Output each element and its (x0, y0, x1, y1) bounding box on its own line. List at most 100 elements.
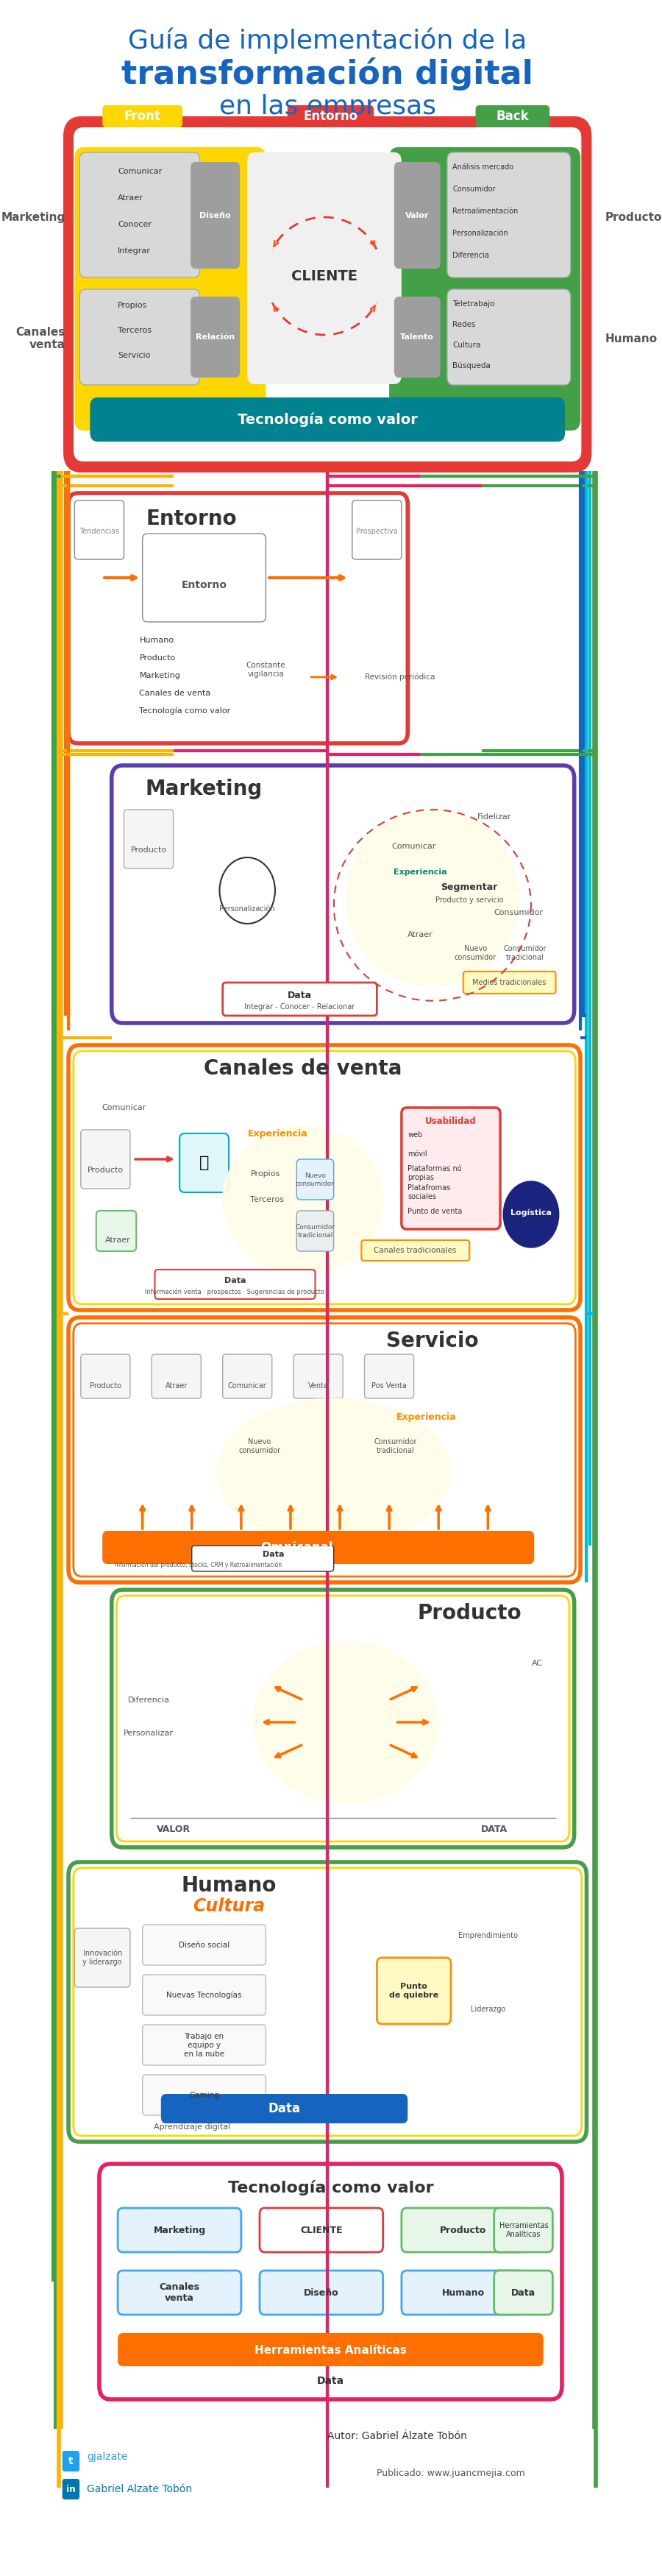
Text: Canales de venta: Canales de venta (140, 690, 211, 698)
Text: Diferencia: Diferencia (128, 1698, 169, 1703)
Text: Venta: Venta (308, 1383, 328, 1388)
Text: Personalización: Personalización (453, 229, 508, 237)
FancyBboxPatch shape (81, 1131, 130, 1188)
FancyBboxPatch shape (124, 809, 173, 868)
Text: Tecnología como valor: Tecnología como valor (140, 708, 231, 716)
FancyBboxPatch shape (142, 2025, 266, 2066)
Text: Humano: Humano (181, 1875, 277, 1896)
FancyBboxPatch shape (447, 152, 571, 278)
FancyBboxPatch shape (81, 1355, 130, 1399)
FancyBboxPatch shape (142, 533, 266, 621)
Text: Producto: Producto (130, 848, 167, 853)
Text: Canales
venta: Canales venta (16, 327, 66, 350)
Text: AC: AC (532, 1659, 543, 1667)
Text: CLIENTE: CLIENTE (291, 268, 357, 283)
Text: Talento: Talento (400, 332, 434, 340)
Text: Consumidor
tradicional: Consumidor tradicional (374, 1437, 417, 1455)
FancyBboxPatch shape (191, 296, 240, 379)
Text: Retroalimentación: Retroalimentación (453, 209, 518, 214)
Text: Canales
venta: Canales venta (160, 2282, 200, 2303)
Text: Cultura: Cultura (453, 343, 481, 348)
Text: Valor: Valor (405, 211, 429, 219)
Text: Marketing: Marketing (146, 778, 263, 799)
Ellipse shape (254, 1641, 438, 1803)
Text: Humano: Humano (442, 2287, 485, 2298)
FancyBboxPatch shape (191, 162, 240, 268)
Text: Atraer: Atraer (118, 193, 144, 201)
FancyBboxPatch shape (155, 1270, 315, 1298)
Text: Búsqueda: Búsqueda (453, 363, 491, 371)
Text: Canales tradicionales: Canales tradicionales (374, 1247, 456, 1255)
FancyBboxPatch shape (394, 296, 440, 379)
Text: Relación: Relación (196, 332, 235, 340)
Text: Atraer: Atraer (407, 930, 433, 938)
Text: Data: Data (317, 2375, 344, 2385)
Text: Propios: Propios (118, 301, 148, 309)
Text: Consumidor
tradicional: Consumidor tradicional (295, 1224, 335, 1239)
Text: 🛒: 🛒 (199, 1157, 209, 1170)
Text: Pos Venta: Pos Venta (371, 1383, 406, 1388)
Text: Comunicar: Comunicar (118, 167, 162, 175)
FancyBboxPatch shape (287, 106, 374, 126)
Text: Front: Front (124, 111, 161, 124)
Text: Guía de implementación de la: Guía de implementación de la (128, 28, 527, 54)
Text: Plataformas nó
propias: Plataformas nó propias (408, 1164, 462, 1182)
FancyBboxPatch shape (463, 971, 555, 994)
Text: Fidelizar: Fidelizar (477, 814, 511, 822)
Text: gjalzate: gjalzate (87, 2452, 128, 2463)
FancyBboxPatch shape (118, 2334, 544, 2367)
Text: Constante
vigilancia: Constante vigilancia (246, 662, 285, 677)
FancyBboxPatch shape (394, 162, 440, 268)
Text: Back: Back (496, 111, 529, 124)
FancyBboxPatch shape (352, 500, 402, 559)
Text: Diseño social: Diseño social (179, 1942, 230, 1950)
FancyBboxPatch shape (112, 765, 574, 1023)
Text: Herramientas Analíticas: Herramientas Analíticas (254, 2344, 406, 2354)
Text: Humano: Humano (140, 636, 174, 644)
Text: Teletrabajo: Teletrabajo (453, 301, 495, 307)
FancyBboxPatch shape (103, 1530, 534, 1564)
Text: Logística: Logística (510, 1208, 551, 1216)
Text: Redes: Redes (453, 322, 476, 327)
Text: Medios tradicionales: Medios tradicionales (473, 979, 546, 987)
Text: Platafromas
sociales: Platafromas sociales (408, 1185, 451, 1200)
FancyBboxPatch shape (90, 397, 565, 440)
FancyBboxPatch shape (361, 1239, 469, 1260)
FancyBboxPatch shape (402, 2269, 525, 2316)
FancyBboxPatch shape (293, 1355, 343, 1399)
Text: Gaming: Gaming (189, 2092, 219, 2099)
Text: Liderazgo: Liderazgo (471, 2007, 505, 2012)
Text: en las empresas: en las empresas (219, 95, 436, 118)
FancyBboxPatch shape (68, 1316, 581, 1582)
FancyBboxPatch shape (260, 2269, 383, 2316)
Text: móvil: móvil (408, 1151, 427, 1157)
FancyBboxPatch shape (494, 2269, 553, 2316)
Text: Información del producto, stocks, CRM y Retroalimentación: Información del producto, stocks, CRM y … (115, 1561, 281, 1569)
FancyBboxPatch shape (68, 121, 587, 466)
Text: Experiencia: Experiencia (393, 868, 447, 876)
FancyBboxPatch shape (75, 147, 266, 430)
Text: Canales de venta: Canales de venta (204, 1059, 402, 1079)
Text: transformación digital: transformación digital (122, 57, 534, 90)
FancyBboxPatch shape (402, 1108, 500, 1229)
FancyBboxPatch shape (389, 147, 581, 430)
FancyBboxPatch shape (222, 1355, 272, 1399)
Text: Publicado: www.juancmejia.com: Publicado: www.juancmejia.com (377, 2468, 525, 2478)
Text: CLIENTE: CLIENTE (300, 2226, 342, 2236)
Text: Nuevo
consumidor: Nuevo consumidor (455, 945, 496, 961)
Text: Nuevas Tecnologías: Nuevas Tecnologías (166, 1991, 242, 1999)
Text: Herramientas
Analíticas: Herramientas Analíticas (499, 2223, 548, 2239)
Circle shape (503, 1182, 559, 1247)
Text: Cultura: Cultura (193, 1899, 265, 1914)
FancyBboxPatch shape (222, 981, 377, 1015)
FancyBboxPatch shape (161, 2094, 408, 2123)
Text: Comunicar: Comunicar (102, 1105, 146, 1110)
Text: Innovación
y liderazgo: Innovación y liderazgo (83, 1950, 122, 1965)
FancyBboxPatch shape (96, 1211, 136, 1252)
FancyBboxPatch shape (62, 2478, 79, 2499)
Text: Autor: Gabriel Álzate Tobón: Autor: Gabriel Álzate Tobón (328, 2432, 467, 2442)
FancyBboxPatch shape (179, 1133, 229, 1193)
Text: Data: Data (224, 1278, 246, 1285)
FancyBboxPatch shape (62, 2450, 79, 2470)
Text: Usabilidad: Usabilidad (425, 1115, 477, 1126)
